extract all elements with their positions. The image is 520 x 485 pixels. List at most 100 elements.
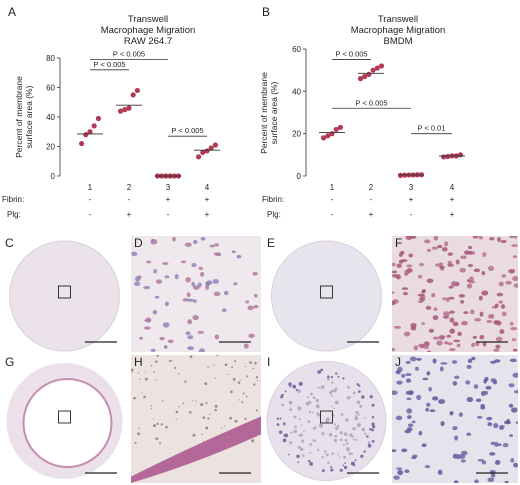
panel-a-y-label: Percent of membrane [14, 76, 24, 158]
panel-a-title-line: RAW 264.7 [124, 36, 172, 47]
panel-a-data-point [87, 129, 93, 135]
micrograph-image [6, 363, 123, 479]
panel-a-p-value: P < 0.005 [171, 126, 203, 135]
panel-b-y-tick-label: 60 [292, 45, 301, 54]
micrograph-letter: J [395, 355, 401, 369]
panel-b-data-point [366, 71, 372, 77]
panel-b-y-tick-label: 0 [297, 172, 302, 181]
micrograph-image [392, 236, 518, 352]
micrograph-i: I [264, 355, 389, 483]
panel-b-title-line: Transwell [378, 14, 418, 25]
panel-a-data-point [204, 148, 210, 154]
panel-a-plg-sign: + [205, 210, 210, 219]
micrograph-letter: C [5, 236, 14, 250]
panel-b-data-point [370, 67, 376, 73]
panel-b-data-point [321, 135, 327, 141]
panel-b-x-tick-label: 3 [409, 183, 414, 192]
panel-b-data-point [374, 65, 380, 71]
panel-b-data-point [337, 124, 343, 130]
panel-a-y-tick-label: 20 [46, 143, 55, 152]
micrograph-image [392, 356, 518, 483]
panel-b-data-point [445, 153, 451, 160]
panel-b-x-tick-label: 4 [450, 183, 455, 192]
panel-b-fibrin-sign: + [409, 195, 414, 204]
panel-a-title-line: Macrophage Migration [101, 25, 196, 36]
panel-a-p-value: P < 0.005 [113, 49, 145, 58]
micrograph-image [266, 361, 387, 481]
panel-a-x-tick-label: 4 [205, 183, 210, 192]
panel-a-data-point [208, 145, 214, 151]
panel-a-data-point [130, 92, 136, 98]
micrograph-letter: G [5, 355, 15, 369]
panel-b-plg-sign: - [410, 210, 413, 219]
panel-a-plg-sign: - [167, 210, 170, 219]
micrograph-image [271, 240, 382, 352]
panel-b-plg-sign: - [331, 210, 334, 219]
panel-a-p-value: P < 0.005 [93, 60, 125, 69]
panel-a-y-tick-label: 40 [46, 113, 55, 122]
panel-a-fibrin-sign: - [89, 195, 92, 204]
panel-b-y-label: Percent of membrane [259, 72, 269, 154]
panel-a-row-label-fibrin: Fibrin: [2, 195, 24, 204]
panel-b-y-tick-label: 20 [292, 130, 301, 139]
panel-a-data-point [122, 107, 128, 113]
panel-b-data-point [378, 63, 385, 69]
panel-a-fibrin-sign: - [128, 195, 131, 204]
panel-a-fibrin-sign: + [205, 195, 210, 204]
panel-b-data-point [325, 133, 331, 139]
panel-a-data-point [126, 105, 132, 111]
panel-a-x-tick-label: 1 [88, 183, 93, 192]
micrograph-letter: D [134, 236, 143, 250]
panel-a-plg-sign: - [89, 210, 92, 219]
panel-a-fibrin-sign: + [166, 195, 171, 204]
micrograph-image [131, 355, 261, 483]
micrograph-e: E [264, 236, 389, 352]
panel-a-y-tick-label: 0 [51, 172, 56, 181]
panel-b-fibrin-sign: + [450, 195, 455, 204]
panel-b-data-point [329, 131, 335, 137]
panel-b-plg-sign: + [369, 210, 374, 219]
micrograph-j: J [392, 355, 518, 483]
panel-b-x-tick-label: 1 [330, 183, 335, 192]
panel-a-x-tick-label: 3 [166, 183, 171, 192]
micrograph-letter: H [134, 355, 143, 369]
panel-b-y-tick-label: 40 [292, 87, 301, 96]
panel-a-data-point [79, 140, 85, 147]
panel-b-fibrin-sign: - [331, 195, 334, 204]
panel-b-title-line: BMDM [383, 36, 412, 47]
panel-a-data-point [200, 149, 206, 155]
panel-a-y-label: surface area (%) [24, 85, 34, 148]
panel-b-p-value: P < 0.005 [355, 98, 387, 107]
micrograph-letter: F [395, 236, 403, 250]
panel-a-letter: A [8, 5, 16, 19]
micrograph-letter: E [267, 236, 276, 250]
micrograph-c: C [2, 236, 127, 352]
panel-a-data-point [83, 132, 89, 138]
micrograph-image [131, 236, 259, 352]
panel-a-title-line: Transwell [128, 14, 168, 25]
panel-b-fibrin-sign: - [370, 195, 373, 204]
panel-b-plg-sign: + [450, 210, 455, 219]
panel-a-data-point [118, 108, 124, 114]
panel-b-data-point [362, 73, 368, 80]
panel-a-y-tick-label: 60 [46, 84, 55, 93]
panel-a-data-point [212, 142, 218, 148]
panel-a-x-tick-label: 2 [127, 183, 132, 192]
panel-a-data-point [91, 123, 97, 129]
panel-a-plg-sign: + [127, 210, 132, 219]
panel-a-data-point [134, 87, 140, 94]
panel-b-row-label-fibrin: Fibrin: [262, 195, 284, 204]
panel-b-row-label-plg: Plg: [267, 210, 281, 219]
panel-a-row-label-plg: Plg: [7, 210, 21, 219]
panel-b-data-point [457, 152, 463, 158]
panel-b-data-point [333, 126, 339, 133]
panel-b-p-value: P < 0.005 [335, 50, 367, 59]
panel-b-title-line: Macrophage Migration [351, 25, 446, 36]
micrograph-image [9, 240, 120, 352]
panel-b-x-tick-label: 2 [369, 183, 374, 192]
micrograph-letter: I [267, 355, 271, 369]
panel-b-letter: B [262, 5, 270, 19]
micrograph-h: H [131, 355, 261, 483]
panel-a-data-point [196, 154, 202, 160]
